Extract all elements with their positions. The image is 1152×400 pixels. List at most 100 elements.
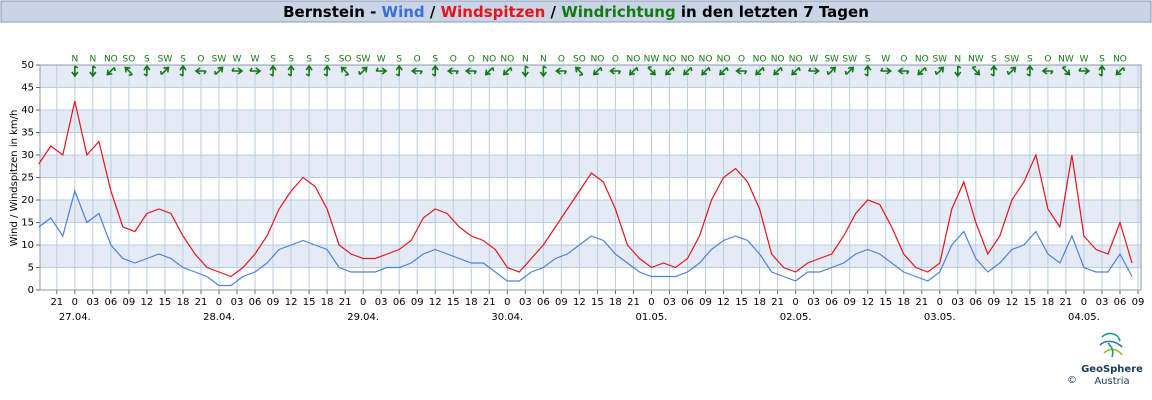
- direction-label: S: [180, 55, 186, 65]
- direction-arrow: [755, 66, 765, 76]
- x-tick-label: 06: [537, 297, 550, 308]
- arrow-shape: [917, 66, 927, 76]
- direction-arrow: [1098, 64, 1106, 77]
- direction-arrow: [410, 67, 423, 75]
- x-tick-label: 21: [915, 297, 928, 308]
- x-tick-label: 09: [1132, 297, 1145, 308]
- day-label: 27.04.: [59, 312, 91, 323]
- x-tick-label: 15: [159, 297, 172, 308]
- x-tick-label: 03: [375, 297, 388, 308]
- arrow-shape: [574, 66, 584, 77]
- direction-arrow: [807, 67, 820, 75]
- x-tick-label: 06: [825, 297, 838, 308]
- arrow-shape: [106, 66, 116, 76]
- arrow-shape: [1115, 66, 1126, 76]
- direction-arrow: [539, 65, 547, 78]
- series-line: [38, 189, 1133, 287]
- x-tick-label: 18: [177, 297, 190, 308]
- y-tick-label: 10: [21, 240, 34, 251]
- x-tick-label: 12: [573, 297, 586, 308]
- direction-arrow: [574, 66, 584, 77]
- direction-label: S: [1027, 55, 1033, 65]
- arrow-shape: [395, 64, 403, 77]
- direction-arrow: [1115, 66, 1126, 76]
- x-tick-label: 0: [216, 297, 222, 308]
- direction-label: SW: [824, 55, 839, 65]
- direction-arrow: [159, 66, 170, 76]
- arrow-shape: [213, 66, 224, 76]
- title-part: /: [545, 3, 561, 21]
- direction-label: W: [251, 55, 260, 65]
- y-tick-label: 25: [21, 173, 34, 184]
- y-tick-label: 30: [21, 150, 34, 161]
- direction-label: O: [450, 55, 457, 65]
- arrow-shape: [555, 67, 568, 75]
- x-tick-label: 18: [897, 297, 910, 308]
- direction-arrow: [89, 65, 97, 78]
- series-line: [38, 100, 1133, 278]
- arrow-shape: [791, 66, 801, 76]
- arrow-shape: [340, 66, 350, 77]
- direction-arrow: [844, 66, 855, 76]
- direction-arrow: [194, 67, 207, 75]
- direction-label: NO: [627, 55, 641, 65]
- direction-label: W: [881, 55, 890, 65]
- x-tick-label: 06: [105, 297, 118, 308]
- grid-band: [40, 110, 1141, 133]
- direction-arrow: [683, 66, 693, 76]
- x-tick-label: 09: [555, 297, 568, 308]
- x-tick-label: 18: [753, 297, 766, 308]
- x-tick-label: 21: [771, 297, 784, 308]
- arrow-shape: [897, 67, 910, 75]
- direction-label: NO: [500, 55, 514, 65]
- direction-label: W: [809, 55, 818, 65]
- direction-label: N: [522, 55, 529, 65]
- direction-arrow: [358, 66, 368, 76]
- direction-label: N: [89, 55, 96, 65]
- direction-label: NW: [1058, 55, 1074, 65]
- y-tick-label: 15: [21, 218, 34, 229]
- x-tick-label: 12: [141, 297, 154, 308]
- direction-arrow: [917, 66, 927, 76]
- direction-label: NO: [915, 55, 929, 65]
- plot-frame: [39, 64, 1142, 291]
- arrow-shape: [124, 66, 133, 77]
- day-label: 28.04.: [203, 312, 235, 323]
- direction-label: S: [144, 55, 150, 65]
- y-tick-label: 0: [28, 285, 34, 296]
- arrow-shape: [375, 67, 388, 75]
- arrow-shape: [807, 67, 820, 75]
- direction-arrow: [521, 65, 529, 78]
- direction-arrow: [864, 64, 872, 77]
- direction-arrow: [179, 64, 187, 77]
- x-tick-label: 0: [360, 297, 366, 308]
- arrow-shape: [735, 67, 748, 75]
- x-tick-label: 03: [807, 297, 820, 308]
- arrow-shape: [844, 66, 855, 76]
- arrow-shape: [665, 66, 675, 76]
- x-tick-label: 09: [843, 297, 856, 308]
- direction-label: NO: [717, 55, 731, 65]
- arrow-shape: [431, 64, 439, 77]
- direction-label: S: [270, 55, 276, 65]
- title-bar: [0, 0, 1152, 23]
- x-tick-label: 03: [663, 297, 676, 308]
- x-tick-label: 03: [519, 297, 532, 308]
- direction-arrow: [305, 64, 313, 77]
- arrow-shape: [1098, 64, 1106, 77]
- arrow-shape: [609, 67, 622, 75]
- arrow-shape: [1026, 64, 1034, 77]
- arrow-shape: [269, 64, 277, 77]
- y-tick-label: 5: [28, 263, 34, 274]
- arrow-shape: [592, 66, 603, 76]
- arrow-shape: [701, 66, 711, 76]
- direction-arrow: [323, 64, 331, 77]
- plot-area: [40, 64, 1141, 291]
- direction-arrow: [106, 66, 116, 76]
- direction-label: NO: [753, 55, 767, 65]
- x-tick-label: 18: [609, 297, 622, 308]
- arrow-shape: [484, 66, 495, 76]
- arrow-shape: [502, 66, 513, 76]
- arrow-shape: [179, 64, 187, 77]
- direction-label: O: [900, 55, 907, 65]
